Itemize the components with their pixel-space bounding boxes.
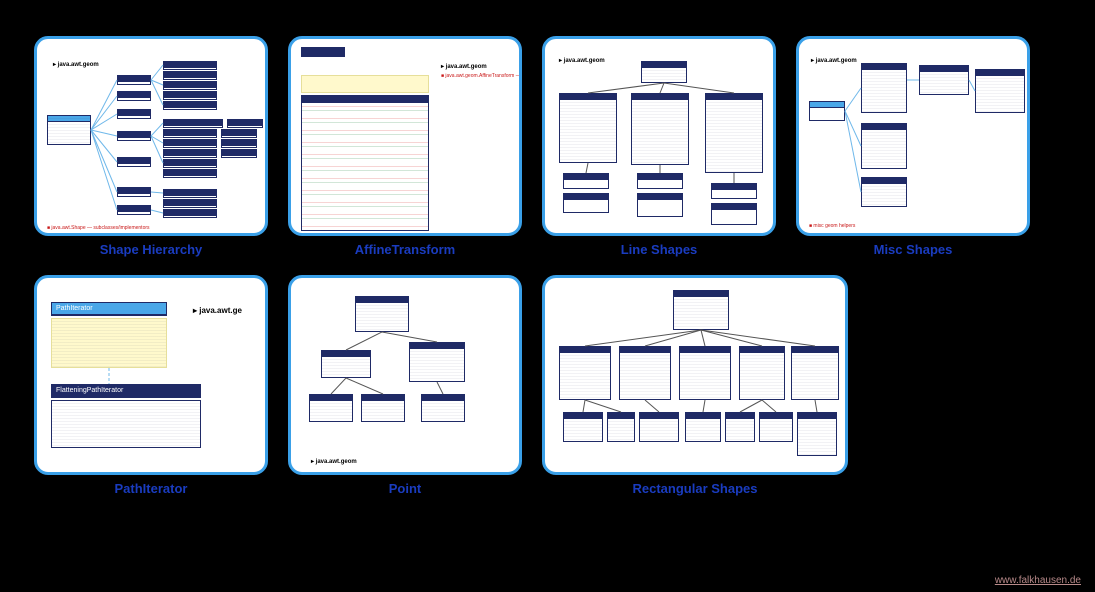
card-label: AffineTransform [355,242,455,257]
source-link[interactable]: www.falkhausen.de [995,575,1081,586]
card-label: PathIterator [115,481,188,496]
thumbnail-affine-transform: ▸ java.awt.geom ■ java.awt.geom.AffineTr… [288,36,522,236]
card-label: Line Shapes [621,242,698,257]
card-label: Shape Hierarchy [100,242,203,257]
thumbnail-shape-hierarchy: ▸ java.awt.geom [34,36,268,236]
card-label: Point [389,481,422,496]
thumbnail-path-iterator: ▸ java.awt.ge PathIterator FlatteningPat… [34,275,268,475]
connectors [37,39,268,236]
card-point[interactable]: ▸ java.awt.geom Point [288,275,522,496]
package-label: ▸ java.awt.geom [441,63,487,70]
connectors [545,278,848,475]
footnote: ■ java.awt.geom.AffineTransform — detail [441,73,522,79]
connectors [37,278,268,475]
card-shape-hierarchy[interactable]: ▸ java.awt.geom [34,36,268,257]
connectors [291,278,522,475]
thumbnail-grid: ▸ java.awt.geom [0,0,1095,504]
card-label: Misc Shapes [874,242,953,257]
card-path-iterator[interactable]: ▸ java.awt.ge PathIterator FlatteningPat… [34,275,268,496]
connectors [799,39,1030,236]
card-misc-shapes[interactable]: ▸ java.awt.geom ■ misc geom helpers Misc… [796,36,1030,257]
card-affine-transform[interactable]: ▸ java.awt.geom ■ java.awt.geom.AffineTr… [288,36,522,257]
thumbnail-misc-shapes: ▸ java.awt.geom ■ misc geom helpers [796,36,1030,236]
connectors [545,39,776,236]
thumbnail-line-shapes: ▸ java.awt.geom [542,36,776,236]
class-detail-box [301,95,429,231]
card-rectangular-shapes[interactable]: Rectangular Shapes [542,275,848,496]
class-header [301,47,345,57]
thumbnail-rectangular-shapes [542,275,848,475]
footnote: ■ misc geom helpers [809,223,855,229]
thumbnail-point: ▸ java.awt.geom [288,275,522,475]
package-label: ▸ java.awt.geom [311,458,357,465]
footnote: ■ java.awt.Shape — subclasses/implemento… [47,225,150,231]
card-line-shapes[interactable]: ▸ java.awt.geom [542,36,776,257]
note-box [301,75,429,93]
card-label: Rectangular Shapes [633,481,758,496]
